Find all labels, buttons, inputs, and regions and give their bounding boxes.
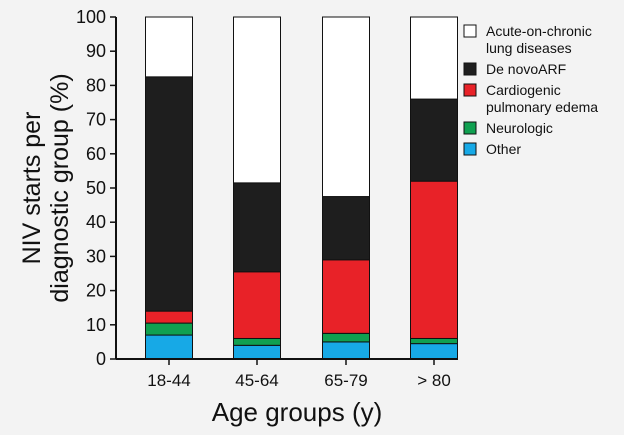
x-axis-title: Age groups (y)	[212, 397, 383, 427]
bar-segment-80-acute-on-chronic-lung-diseases	[410, 16, 458, 100]
y-tick-label-100: 100	[76, 7, 106, 27]
bar-segment-45-64-cardiogenic-pulmonary-edema	[233, 271, 281, 339]
legend-label-other: Other	[486, 141, 521, 157]
legend-label-cardiogenic-pulmonary-edema-line-1: Cardiogenic	[486, 82, 561, 98]
y-tick-label-0: 0	[96, 349, 106, 369]
legend-swatch-neurologic	[463, 121, 477, 135]
bar-segment-65-79-acute-on-chronic-lung-diseases	[322, 16, 370, 198]
bar-segment-80-cardiogenic-pulmonary-edema	[410, 180, 458, 339]
bar-segment-65-79-other	[322, 341, 370, 360]
bars-layer	[145, 16, 458, 360]
axes-layer	[110, 16, 458, 365]
bar-segment-45-64-de-novoarf	[233, 182, 281, 273]
bar-segment-45-64-acute-on-chronic-lung-diseases	[233, 16, 281, 184]
bar-segment-45-64-other	[233, 344, 281, 360]
y-axis-title-line-1: NIV starts per	[18, 112, 46, 265]
bar-segment-18-44-acute-on-chronic-lung-diseases	[145, 16, 193, 78]
legend-swatch-de-novoarf	[463, 62, 477, 76]
y-tick-label-90: 90	[86, 41, 106, 61]
legend-label-neurologic: Neurologic	[486, 120, 553, 136]
bar-segment-18-44-de-novoarf	[145, 76, 193, 312]
x-tick-label-45-64: 45-64	[235, 371, 278, 390]
y-tick-label-60: 60	[86, 144, 106, 164]
y-tick-label-50: 50	[86, 178, 106, 198]
bar-segment-45-64-neurologic	[233, 337, 281, 346]
bar-segment-18-44-other	[145, 334, 193, 360]
x-tick-label-65-79: 65-79	[324, 371, 367, 390]
legend-label-acute-on-chronic-lung-diseases-line-2: lung diseases	[486, 40, 572, 56]
bar-segment-65-79-de-novoarf	[322, 196, 370, 261]
y-axis-title-line-2: diagnostic group (%)	[46, 73, 74, 302]
y-tick-label-30: 30	[86, 246, 106, 266]
bar-segment-65-79-neurologic	[322, 332, 370, 343]
legend-swatch-cardiogenic-pulmonary-edema	[463, 83, 477, 97]
legend-swatch-acute-on-chronic-lung-diseases	[463, 24, 477, 38]
bar-segment-80-de-novoarf	[410, 98, 458, 182]
bar-segment-65-79-cardiogenic-pulmonary-edema	[322, 259, 370, 334]
legend-label-acute-on-chronic-lung-diseases-line-1: Acute-on-chronic	[486, 23, 592, 39]
bar-segment-80-other	[410, 343, 458, 360]
y-axis-title: NIV starts perdiagnostic group (%)	[18, 73, 74, 302]
legend-swatch-other	[463, 142, 477, 156]
bar-segment-80-neurologic	[410, 337, 458, 345]
bar-segment-18-44-neurologic	[145, 322, 193, 336]
y-tick-label-10: 10	[86, 315, 106, 335]
legend-label-cardiogenic-pulmonary-edema-line-2: pulmonary edema	[486, 99, 598, 115]
labels-layer: 0 10 20 30 40 50 60 70 80 90 100 18-44 45-64 65-79 > 8…	[18, 7, 451, 427]
legend-label-de-novoarf: De novoARF	[486, 61, 566, 77]
x-tick-label-80: > 80	[417, 371, 451, 390]
bar-segment-18-44-cardiogenic-pulmonary-edema	[145, 310, 193, 324]
x-tick-label-18-44: 18-44	[147, 371, 190, 390]
y-tick-label-70: 70	[86, 110, 106, 130]
y-tick-label-40: 40	[86, 212, 106, 232]
y-tick-label-20: 20	[86, 281, 106, 301]
y-tick-label-80: 80	[86, 75, 106, 95]
